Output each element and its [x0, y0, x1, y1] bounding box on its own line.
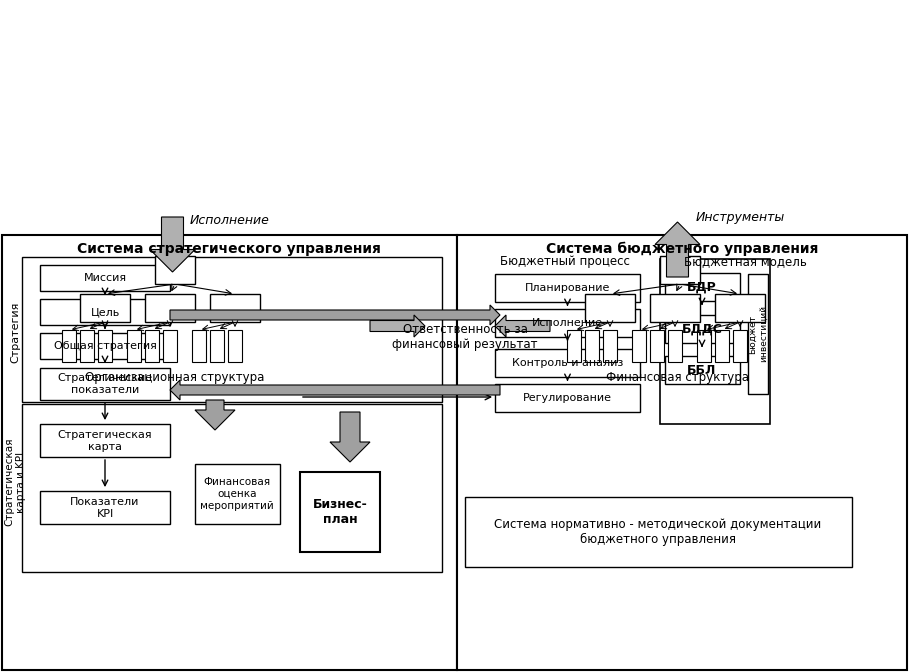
Polygon shape — [370, 315, 425, 337]
FancyBboxPatch shape — [585, 330, 599, 362]
Text: БДДС: БДДС — [682, 323, 723, 335]
Text: Стратегическая
карта и KPI: Стратегическая карта и KPI — [5, 437, 25, 526]
FancyBboxPatch shape — [665, 356, 740, 384]
FancyBboxPatch shape — [127, 330, 141, 362]
Text: Стратегия: Стратегия — [10, 301, 20, 363]
Text: БДР: БДР — [687, 280, 717, 294]
Text: Бюджет
инвестиций: Бюджет инвестиций — [748, 306, 768, 362]
Text: Бюджетная модель: Бюджетная модель — [683, 255, 806, 269]
Text: Цель: Цель — [90, 307, 119, 317]
FancyBboxPatch shape — [632, 330, 646, 362]
FancyBboxPatch shape — [40, 299, 170, 325]
FancyBboxPatch shape — [145, 330, 159, 362]
FancyBboxPatch shape — [650, 330, 664, 362]
Text: Показатели
KPI: Показатели KPI — [70, 497, 140, 519]
FancyBboxPatch shape — [660, 259, 770, 424]
Text: Система нормативно - методической документации
бюджетного управления: Система нормативно - методической докуме… — [494, 518, 822, 546]
FancyBboxPatch shape — [465, 497, 852, 567]
Text: Инструменты: Инструменты — [695, 210, 784, 224]
FancyBboxPatch shape — [2, 235, 457, 670]
Text: Финансовая
оценка
мероприятий: Финансовая оценка мероприятий — [200, 477, 274, 511]
FancyBboxPatch shape — [603, 330, 617, 362]
Polygon shape — [170, 380, 500, 400]
Polygon shape — [170, 305, 500, 325]
FancyBboxPatch shape — [668, 330, 682, 362]
FancyBboxPatch shape — [80, 294, 130, 322]
FancyBboxPatch shape — [22, 404, 442, 572]
Text: Стратегическая
карта: Стратегическая карта — [57, 430, 152, 452]
FancyBboxPatch shape — [665, 273, 740, 301]
Text: Планирование: Планирование — [525, 283, 611, 293]
Text: Исполнение: Исполнение — [190, 214, 270, 226]
Polygon shape — [150, 217, 195, 272]
Text: ББЛ: ББЛ — [687, 364, 717, 376]
Text: Регулирование: Регулирование — [523, 393, 612, 403]
FancyBboxPatch shape — [40, 333, 170, 359]
Text: Бизнес-
план: Бизнес- план — [313, 498, 368, 526]
Text: Контроль и анализ: Контроль и анализ — [511, 358, 623, 368]
FancyBboxPatch shape — [300, 472, 380, 552]
FancyBboxPatch shape — [40, 368, 170, 400]
FancyBboxPatch shape — [210, 294, 260, 322]
FancyBboxPatch shape — [495, 274, 640, 302]
Text: Финансовая структура: Финансовая структура — [605, 370, 749, 384]
Polygon shape — [495, 315, 550, 337]
Text: Миссия: Миссия — [84, 273, 126, 283]
Text: Общая стратегия: Общая стратегия — [54, 341, 157, 351]
FancyBboxPatch shape — [495, 384, 640, 412]
FancyBboxPatch shape — [495, 349, 640, 377]
Text: Бюджетный процесс: Бюджетный процесс — [501, 255, 630, 269]
Text: Исполнение: Исполнение — [532, 318, 603, 328]
FancyBboxPatch shape — [40, 265, 170, 291]
FancyBboxPatch shape — [210, 330, 224, 362]
FancyBboxPatch shape — [660, 256, 700, 284]
Text: Система стратегического управления: Система стратегического управления — [77, 242, 381, 256]
FancyBboxPatch shape — [585, 294, 635, 322]
Polygon shape — [330, 412, 370, 462]
FancyBboxPatch shape — [195, 464, 280, 524]
FancyBboxPatch shape — [495, 309, 640, 337]
Text: Стратегические
показатели: Стратегические показатели — [57, 373, 153, 395]
FancyBboxPatch shape — [715, 294, 765, 322]
Text: Система бюджетного управления: Система бюджетного управления — [546, 242, 818, 256]
Polygon shape — [195, 400, 235, 430]
FancyBboxPatch shape — [40, 424, 170, 457]
FancyBboxPatch shape — [457, 235, 907, 670]
FancyBboxPatch shape — [98, 330, 112, 362]
FancyBboxPatch shape — [40, 491, 170, 524]
FancyBboxPatch shape — [80, 330, 94, 362]
Text: Организационная структура: Организационная структура — [86, 370, 265, 384]
Text: Ответственность за
финансовый результат: Ответственность за финансовый результат — [392, 323, 538, 351]
FancyBboxPatch shape — [192, 330, 206, 362]
FancyBboxPatch shape — [62, 330, 76, 362]
FancyBboxPatch shape — [145, 294, 195, 322]
FancyBboxPatch shape — [665, 315, 740, 343]
FancyBboxPatch shape — [567, 330, 581, 362]
FancyBboxPatch shape — [715, 330, 729, 362]
FancyBboxPatch shape — [650, 294, 700, 322]
FancyBboxPatch shape — [733, 330, 747, 362]
FancyBboxPatch shape — [155, 256, 195, 284]
Polygon shape — [655, 222, 700, 277]
FancyBboxPatch shape — [697, 330, 711, 362]
FancyBboxPatch shape — [748, 274, 768, 394]
FancyBboxPatch shape — [163, 330, 177, 362]
FancyBboxPatch shape — [228, 330, 242, 362]
FancyBboxPatch shape — [22, 257, 442, 402]
